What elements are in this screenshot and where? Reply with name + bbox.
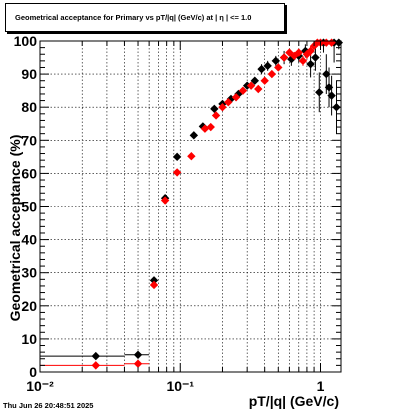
black-data-point xyxy=(210,104,219,114)
x-axis-label: pT/|q| (GeV/c) xyxy=(249,393,339,409)
red-data-point xyxy=(224,98,233,107)
x-tick-label: 10⁻¹ xyxy=(166,378,194,394)
red-data-point xyxy=(267,69,277,79)
y-tick-label: 50 xyxy=(21,199,37,215)
black-data-point xyxy=(324,83,334,92)
black-data-point xyxy=(263,61,272,71)
chart-title: Geometrical acceptance for Primary vs pT… xyxy=(15,13,252,22)
y-tick-label: 20 xyxy=(21,298,37,314)
red-data-point xyxy=(172,168,182,177)
red-data-point xyxy=(149,280,159,290)
timestamp: Thu Jun 26 20:48:51 2025 xyxy=(3,401,94,410)
red-data-point xyxy=(279,53,289,62)
black-data-point xyxy=(271,56,280,66)
black-data-point xyxy=(322,69,331,79)
y-axis-label: Geometrical acceptance (%) xyxy=(7,135,23,322)
data-markers xyxy=(91,38,343,370)
red-data-point xyxy=(231,93,241,102)
y-tick-label: 100 xyxy=(14,33,38,49)
red-data-point xyxy=(298,56,308,66)
grid xyxy=(40,41,341,372)
red-data-point xyxy=(260,76,269,85)
black-data-point xyxy=(315,88,324,97)
red-data-point xyxy=(206,122,215,132)
y-tick-label: 10 xyxy=(21,331,37,347)
black-data-point xyxy=(334,38,343,47)
black-data-point xyxy=(306,59,315,69)
error-bars xyxy=(40,41,340,368)
red-data-point xyxy=(238,86,248,95)
red-data-point xyxy=(306,46,315,56)
y-tick-label: 40 xyxy=(21,232,37,248)
red-data-point xyxy=(187,151,196,161)
black-data-point xyxy=(327,91,336,100)
axis-ticks xyxy=(39,40,341,373)
black-data-point xyxy=(149,276,159,285)
y-tick-label: 0 xyxy=(29,364,37,380)
black-data-point xyxy=(172,152,182,162)
red-data-point xyxy=(254,84,263,94)
y-tick-label: 70 xyxy=(21,132,37,148)
y-tick-label: 80 xyxy=(21,99,37,115)
red-data-point xyxy=(218,103,227,112)
red-data-point xyxy=(91,361,101,370)
black-data-point xyxy=(91,351,101,361)
red-data-point xyxy=(290,51,299,61)
black-data-point xyxy=(133,350,143,359)
red-data-point xyxy=(274,63,283,72)
x-tick-label: 10⁻² xyxy=(26,378,54,394)
black-data-point xyxy=(257,64,266,74)
chart-title-box: Geometrical acceptance for Primary vs pT… xyxy=(5,3,285,32)
x-tick-label: 1 xyxy=(317,378,325,394)
black-data-point xyxy=(189,131,199,140)
y-tick-label: 60 xyxy=(21,165,37,181)
red-data-point xyxy=(133,359,143,368)
red-data-point xyxy=(211,111,221,120)
red-data-point xyxy=(294,48,303,57)
tick-labels: 0 10 20 30 40 50 60 70 80 90 100 10⁻² 10⁻¹ 1 xyxy=(14,33,325,394)
black-data-point xyxy=(311,53,320,62)
y-tick-label: 30 xyxy=(21,265,37,281)
y-tick-label: 90 xyxy=(21,66,37,82)
black-data-point xyxy=(250,76,259,85)
red-data-point xyxy=(160,196,170,205)
red-data-point xyxy=(246,81,256,90)
